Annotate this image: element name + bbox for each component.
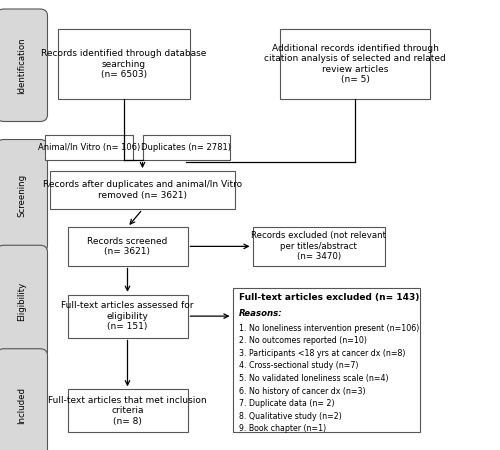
- Text: 3. Participants <18 yrs at cancer dx (n=8): 3. Participants <18 yrs at cancer dx (n=…: [238, 349, 405, 358]
- FancyBboxPatch shape: [45, 135, 132, 160]
- FancyBboxPatch shape: [0, 245, 48, 358]
- FancyBboxPatch shape: [252, 227, 385, 266]
- Text: Included: Included: [18, 387, 26, 423]
- Text: 7. Duplicate data (n= 2): 7. Duplicate data (n= 2): [238, 399, 334, 408]
- Text: Records excluded (not relevant
per titles/abstract
(n= 3470): Records excluded (not relevant per title…: [252, 231, 386, 261]
- Text: Records identified through database
searching
(n= 6503): Records identified through database sear…: [41, 49, 206, 79]
- FancyBboxPatch shape: [68, 389, 188, 432]
- Text: Animal/In Vitro (n= 106): Animal/In Vitro (n= 106): [38, 143, 140, 152]
- Text: Screening: Screening: [18, 174, 26, 217]
- FancyBboxPatch shape: [232, 288, 420, 432]
- FancyBboxPatch shape: [280, 29, 430, 99]
- FancyBboxPatch shape: [58, 29, 190, 99]
- Text: Reasons:: Reasons:: [238, 309, 282, 318]
- FancyBboxPatch shape: [0, 349, 48, 450]
- Text: Additional records identified through
citation analysis of selected and related
: Additional records identified through ci…: [264, 44, 446, 84]
- Text: 5. No validated loneliness scale (n=4): 5. No validated loneliness scale (n=4): [238, 374, 388, 383]
- Text: Full-text articles assessed for
eligibility
(n= 151): Full-text articles assessed for eligibil…: [61, 301, 194, 331]
- Text: 6. No history of cancer dx (n=3): 6. No history of cancer dx (n=3): [238, 387, 365, 396]
- FancyBboxPatch shape: [0, 9, 48, 122]
- Text: Full-text articles that met inclusion
criteria
(n= 8): Full-text articles that met inclusion cr…: [48, 396, 207, 426]
- Text: Full-text articles excluded (n= 143): Full-text articles excluded (n= 143): [238, 293, 419, 302]
- FancyBboxPatch shape: [0, 140, 48, 252]
- FancyBboxPatch shape: [68, 227, 188, 266]
- Text: 8. Qualitative study (n=2): 8. Qualitative study (n=2): [238, 412, 341, 421]
- FancyBboxPatch shape: [68, 295, 188, 338]
- Text: Records screened
(n= 3621): Records screened (n= 3621): [88, 237, 168, 256]
- Text: Eligibility: Eligibility: [18, 282, 26, 321]
- Text: 1. No loneliness intervention present (n=106): 1. No loneliness intervention present (n…: [238, 324, 419, 333]
- Text: Identification: Identification: [18, 37, 26, 94]
- FancyBboxPatch shape: [50, 171, 235, 209]
- Text: 2. No outcomes reported (n=10): 2. No outcomes reported (n=10): [238, 336, 366, 345]
- Text: Duplicates (n= 2781): Duplicates (n= 2781): [141, 143, 231, 152]
- FancyBboxPatch shape: [142, 135, 230, 160]
- Text: 4. Cross-sectional study (n=7): 4. Cross-sectional study (n=7): [238, 361, 358, 370]
- Text: Records after duplicates and animal/In Vitro
removed (n= 3621): Records after duplicates and animal/In V…: [43, 180, 242, 200]
- Text: 9. Book chapter (n=1): 9. Book chapter (n=1): [238, 424, 326, 433]
